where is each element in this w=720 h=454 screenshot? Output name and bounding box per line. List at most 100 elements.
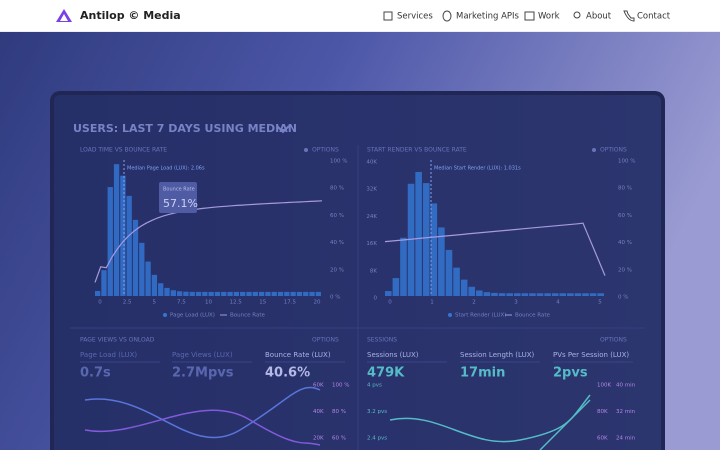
decor-bar xyxy=(101,270,107,296)
decor-bar xyxy=(303,291,309,296)
decor-bar xyxy=(271,291,277,296)
icon-apis xyxy=(442,10,452,22)
decor-bar xyxy=(407,183,415,296)
decor-bar xyxy=(139,242,145,296)
decor-bar xyxy=(183,291,189,296)
nav-link[interactable]: Marketing APIs xyxy=(456,12,520,22)
decor-curve xyxy=(84,386,321,439)
decor-bar xyxy=(120,175,126,296)
logo-inner xyxy=(60,14,68,21)
screen-text: Session Length (LUX) xyxy=(460,351,535,359)
decor-bar xyxy=(529,293,536,296)
screen-text: 60 % xyxy=(618,213,632,219)
decor-bar xyxy=(536,293,544,296)
decor-bar xyxy=(544,293,551,296)
decor-bar xyxy=(258,291,265,296)
screen-text: 3 xyxy=(514,300,518,306)
screen-text: Median Start Render (LUX): 1.031s xyxy=(434,166,521,172)
screen-text: 32K xyxy=(366,187,377,193)
decor-bar xyxy=(438,227,445,296)
screen-text: 16K xyxy=(366,241,377,247)
screen-text: 4 pvs xyxy=(367,383,382,389)
screen-text: 20 xyxy=(314,300,321,306)
screen-text: 2.4 pvs xyxy=(367,436,387,442)
decor-bar xyxy=(151,274,158,296)
color-overlay xyxy=(0,32,720,450)
icon-about xyxy=(573,11,581,19)
decor-bar xyxy=(265,291,271,296)
decor-bar xyxy=(430,203,438,296)
chevron xyxy=(276,125,290,134)
decor-bar xyxy=(574,293,582,296)
screen-text: 32 min xyxy=(616,409,636,415)
decor-bar xyxy=(284,291,290,296)
decor-bar xyxy=(164,287,170,296)
screen-text: 24K xyxy=(366,214,377,220)
screen-text: PVs Per Session (LUX) xyxy=(553,351,629,359)
screen-text: 60 % xyxy=(332,436,346,442)
screen-text: OPTIONS xyxy=(312,147,339,154)
nav-link[interactable]: Services xyxy=(397,12,433,22)
decor-bar xyxy=(189,291,195,296)
decor-bar xyxy=(214,291,221,296)
screen-text: 4 xyxy=(556,300,560,306)
screen-text: 2 xyxy=(472,300,476,306)
screen-text: 40 % xyxy=(330,240,344,246)
decor-bar xyxy=(597,293,604,296)
legend-dot xyxy=(163,313,167,317)
screen-text: PAGE VIEWS VS ONLOAD xyxy=(80,337,155,344)
decor-bar xyxy=(551,293,559,296)
decor-bar xyxy=(589,293,597,296)
screen-text: 10 xyxy=(205,300,212,306)
decor-bar xyxy=(170,290,176,296)
decor-bar xyxy=(415,171,422,296)
screen-text: 100 % xyxy=(330,159,347,165)
screen-text: Median Page Load (LUX): 2.06s xyxy=(127,166,205,172)
screen-text: 0 % xyxy=(330,295,340,301)
nav-link[interactable]: Work xyxy=(538,12,560,22)
decor-bar xyxy=(126,195,132,296)
screen-text: SESSIONS xyxy=(367,337,397,344)
decor-bar xyxy=(506,293,513,296)
screen-text: 80 % xyxy=(330,186,344,192)
decor-bar xyxy=(483,292,491,296)
screen-text: OPTIONS xyxy=(600,147,627,154)
options-dot xyxy=(304,148,308,152)
nav-link[interactable]: About xyxy=(586,12,612,22)
decor-bar xyxy=(513,293,521,296)
legend-dot xyxy=(448,313,452,317)
screen-text: 100K xyxy=(597,383,611,389)
screen-text: Start Render (LUX) xyxy=(455,313,506,319)
screen-text: Page Load (LUX) xyxy=(170,313,215,319)
navbar xyxy=(0,0,720,32)
decor-bar xyxy=(422,183,430,296)
decor-bar xyxy=(252,291,258,296)
screen-text: 0 % xyxy=(618,295,628,301)
decor-bar xyxy=(453,267,460,296)
decor-curve xyxy=(84,409,321,446)
screen-text: 0 xyxy=(98,300,102,306)
decor-bar xyxy=(468,286,476,296)
decor-line xyxy=(94,200,323,283)
screen-text: 60 % xyxy=(330,213,344,219)
decor-bar xyxy=(491,292,498,296)
screen-text: 40 min xyxy=(616,383,636,389)
decor-bar xyxy=(145,261,151,296)
screen-text: 17.5 xyxy=(284,300,297,306)
screen-text: 57.1% xyxy=(163,197,198,210)
screen-text: USERS: LAST 7 DAYS USING MEDIAN xyxy=(73,122,297,135)
screen-text: 80K xyxy=(597,409,608,415)
brand[interactable]: Antilop © Media xyxy=(80,9,181,22)
screen-text: Bounce Rate xyxy=(163,187,195,193)
decor-bar xyxy=(240,291,246,296)
decor-bar xyxy=(277,291,284,296)
navbar-border xyxy=(0,31,720,32)
screen-text: 1 xyxy=(430,300,434,306)
screen-text: 0.7s xyxy=(80,366,111,381)
icon-contact xyxy=(623,10,635,22)
decor-bar xyxy=(498,293,506,296)
decor-bar xyxy=(290,291,296,296)
decor-bar xyxy=(392,278,400,296)
nav-link[interactable]: Contact xyxy=(637,12,671,22)
screen-text: Sessions (LUX) xyxy=(367,351,419,359)
